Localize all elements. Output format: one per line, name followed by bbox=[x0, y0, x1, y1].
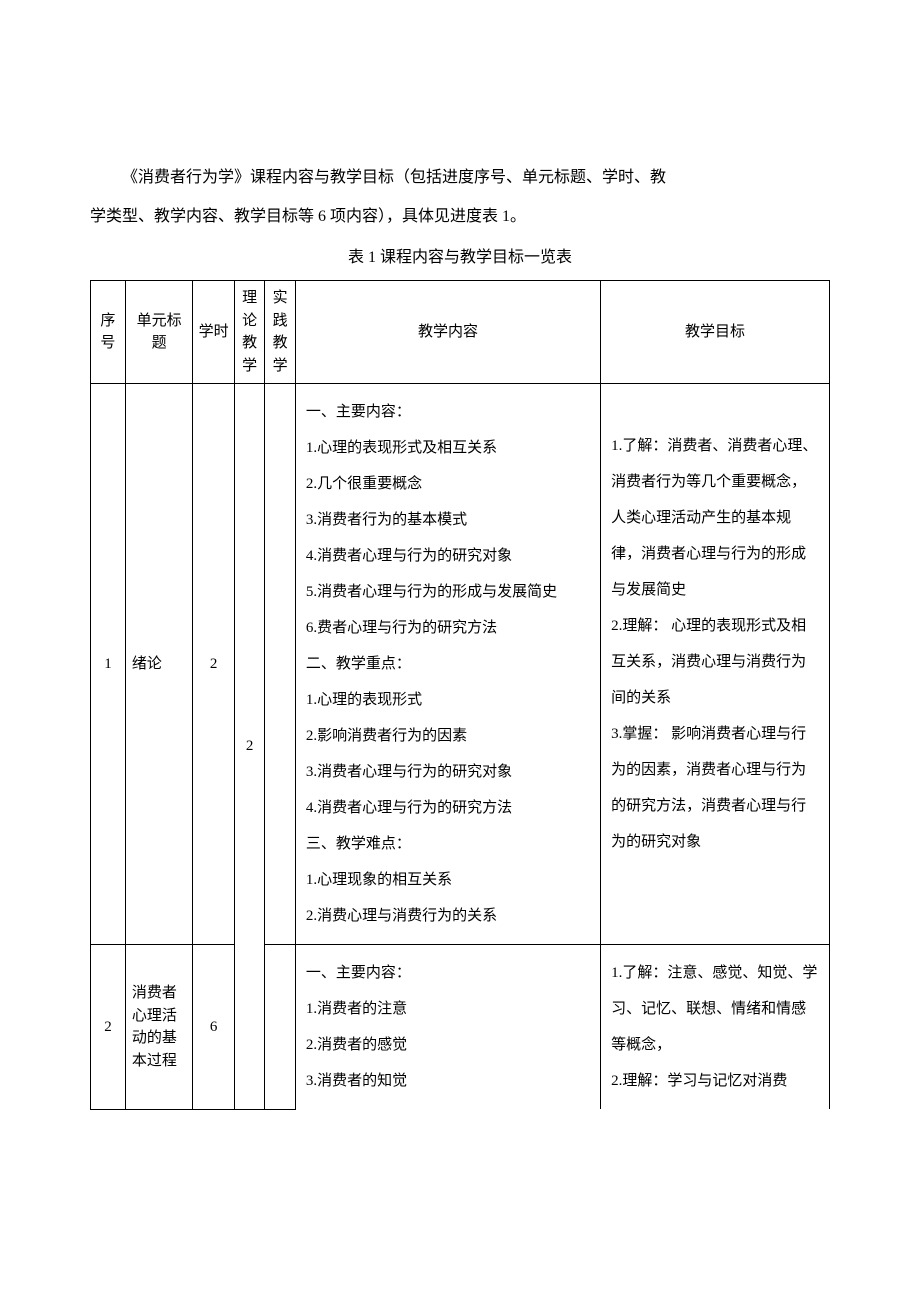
content-line: 5.消费者心理与行为的形成与发展简史 bbox=[306, 574, 590, 610]
header-seq: 序号 bbox=[91, 281, 126, 384]
cell-practice bbox=[265, 945, 296, 1110]
table-header-row: 序号 单元标题 学时 理论教学 实践教学 教学内容 教学目标 bbox=[91, 281, 830, 384]
page-container: 《消费者行为学》课程内容与教学目标（包括进度序号、单元标题、学时、教 学类型、教… bbox=[0, 0, 920, 1170]
header-content: 教学内容 bbox=[295, 281, 600, 384]
table-row: 2 消费者心理活动的基本过程 6 一、主要内容： 1.消费者的注意 2.消费者的… bbox=[91, 945, 830, 1110]
goal-line: 1.了解：注意、感觉、知觉、学习、记忆、联想、情绪和情感等概念， bbox=[611, 955, 819, 1063]
content-line: 二、教学重点： bbox=[306, 646, 590, 682]
goal-line: 3.掌握： 影响消费者心理与行为的因素，消费者心理与行为的研究方法，消费者心理与… bbox=[611, 716, 819, 860]
cell-goal: 1.了解：消费者、消费者心理、消费者行为等几个重要概念，人类心理活动产生的基本规… bbox=[601, 384, 830, 945]
content-line: 3.消费者的知觉 bbox=[306, 1063, 590, 1099]
content-line: 1.心理的表现形式及相互关系 bbox=[306, 430, 590, 466]
cell-theory: 2 bbox=[234, 384, 265, 1110]
content-line: 2.消费者的感觉 bbox=[306, 1027, 590, 1063]
intro-line-2: 学类型、教学内容、教学目标等 6 项内容），具体见进度表 1。 bbox=[90, 199, 830, 234]
content-line: 1.心理的表现形式 bbox=[306, 682, 590, 718]
cell-hours: 6 bbox=[193, 945, 234, 1110]
content-line: 2.消费心理与消费行为的关系 bbox=[306, 898, 590, 934]
content-line: 6.费者心理与行为的研究方法 bbox=[306, 610, 590, 646]
cell-practice bbox=[265, 384, 296, 945]
content-line: 1.消费者的注意 bbox=[306, 991, 590, 1027]
cell-content: 一、主要内容： 1.心理的表现形式及相互关系 2.几个很重要概念 3.消费者行为… bbox=[295, 384, 600, 945]
cell-seq: 2 bbox=[91, 945, 126, 1110]
cell-unit-title: 绪论 bbox=[125, 384, 193, 945]
goal-line: 2.理解： 心理的表现形式及相互关系，消费心理与消费行为间的关系 bbox=[611, 608, 819, 716]
goal-line: 2.理解：学习与记忆对消费 bbox=[611, 1063, 819, 1099]
cell-content: 一、主要内容： 1.消费者的注意 2.消费者的感觉 3.消费者的知觉 bbox=[295, 945, 600, 1110]
header-hours: 学时 bbox=[193, 281, 234, 384]
content-line: 2.几个很重要概念 bbox=[306, 466, 590, 502]
content-line: 一、主要内容： bbox=[306, 955, 590, 991]
syllabus-table: 序号 单元标题 学时 理论教学 实践教学 教学内容 教学目标 1 绪论 2 2 … bbox=[90, 280, 830, 1110]
table-caption: 表 1 课程内容与教学目标一览表 bbox=[90, 242, 830, 274]
header-theory: 理论教学 bbox=[234, 281, 265, 384]
header-unit-title: 单元标题 bbox=[125, 281, 193, 384]
header-practice: 实践教学 bbox=[265, 281, 296, 384]
content-line: 一、主要内容： bbox=[306, 394, 590, 430]
cell-hours: 2 bbox=[193, 384, 234, 945]
cell-unit-title: 消费者心理活动的基本过程 bbox=[125, 945, 193, 1110]
table-row: 1 绪论 2 2 一、主要内容： 1.心理的表现形式及相互关系 2.几个很重要概… bbox=[91, 384, 830, 945]
content-line: 1.心理现象的相互关系 bbox=[306, 862, 590, 898]
intro-line-1: 《消费者行为学》课程内容与教学目标（包括进度序号、单元标题、学时、教 bbox=[90, 160, 830, 195]
content-line: 三、教学难点： bbox=[306, 826, 590, 862]
content-line: 4.消费者心理与行为的研究方法 bbox=[306, 790, 590, 826]
content-line: 4.消费者心理与行为的研究对象 bbox=[306, 538, 590, 574]
goal-line: 1.了解：消费者、消费者心理、消费者行为等几个重要概念，人类心理活动产生的基本规… bbox=[611, 428, 819, 608]
content-line: 3.消费者行为的基本模式 bbox=[306, 502, 590, 538]
content-line: 3.消费者心理与行为的研究对象 bbox=[306, 754, 590, 790]
content-line: 2.影响消费者行为的因素 bbox=[306, 718, 590, 754]
cell-goal: 1.了解：注意、感觉、知觉、学习、记忆、联想、情绪和情感等概念， 2.理解：学习… bbox=[601, 945, 830, 1110]
cell-seq: 1 bbox=[91, 384, 126, 945]
header-goal: 教学目标 bbox=[601, 281, 830, 384]
